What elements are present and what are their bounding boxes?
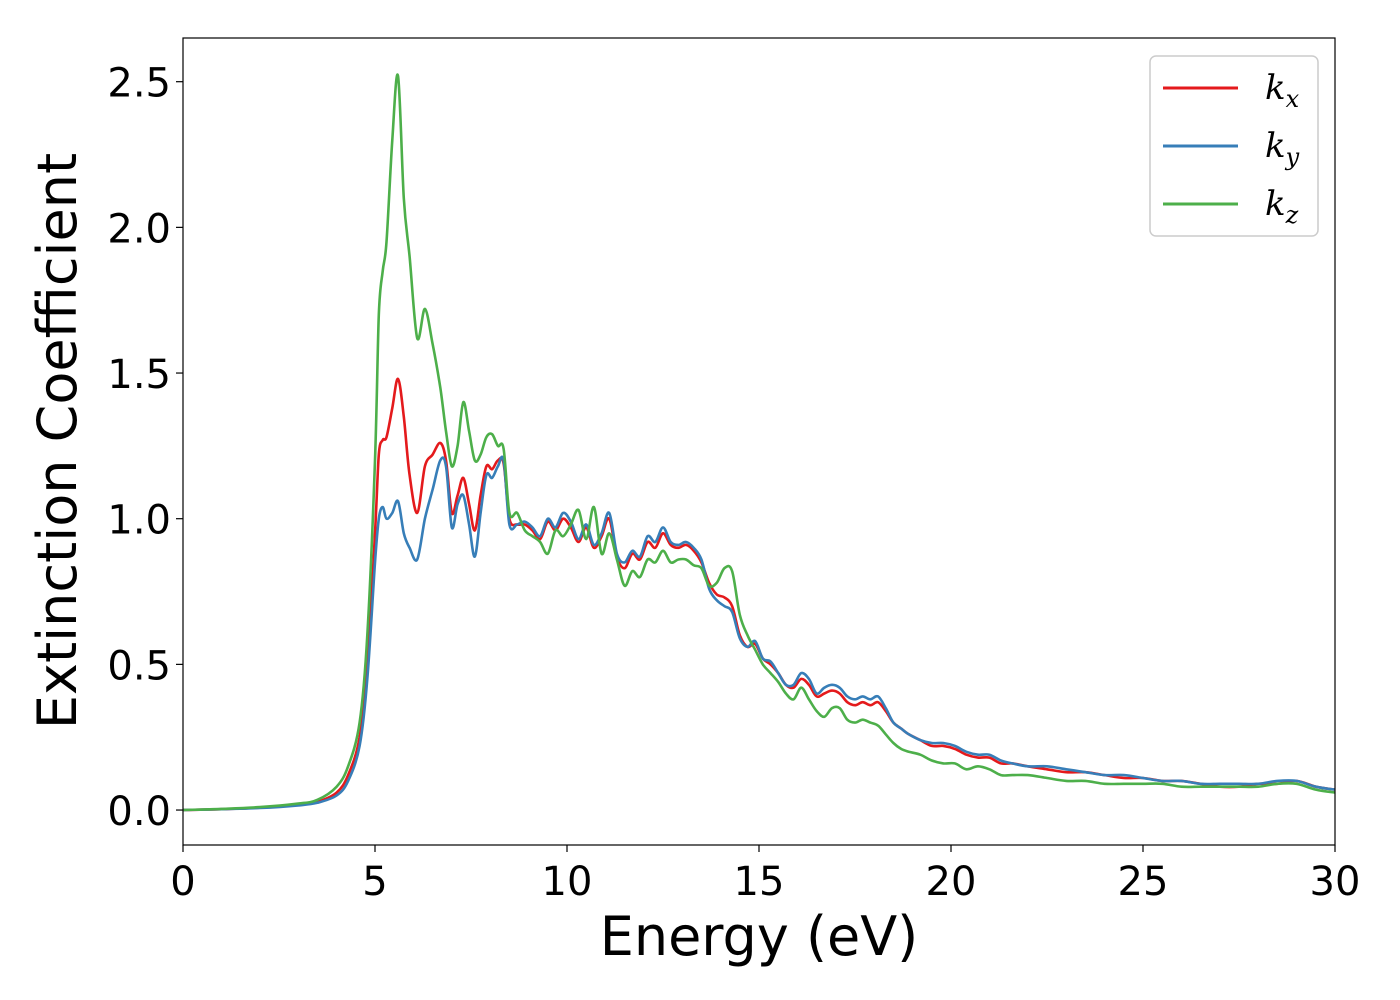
- legend-label-main: k: [1265, 68, 1286, 108]
- legend-label-k-y: ky: [1265, 126, 1300, 171]
- x-tick-label: 25: [1118, 859, 1169, 905]
- legend-label-subscript: y: [1285, 143, 1300, 171]
- y-tick-label: 1.5: [107, 352, 171, 398]
- legend-label-k-x: kx: [1265, 68, 1300, 113]
- x-tick-label: 20: [926, 859, 977, 905]
- series-line-k-x: [182, 377, 1336, 812]
- y-tick-label: 2.5: [107, 61, 171, 107]
- ticks-layer: 0 5 10 15 20 25 30 0.0 0.5 1.0 1.5 2.0 2.5: [107, 61, 1360, 905]
- y-tick-label: 0.0: [107, 789, 171, 835]
- x-tick-label: 30: [1310, 859, 1361, 905]
- x-axis-title: Energy (eV): [600, 905, 919, 968]
- y-tick-label: 1.0: [107, 498, 171, 544]
- series-line-k-z: [182, 73, 1336, 812]
- y-tick-label: 2.0: [107, 206, 171, 252]
- legend-label-main: k: [1265, 126, 1286, 166]
- x-tick-label: 15: [734, 859, 785, 905]
- x-tick-label: 0: [170, 859, 195, 905]
- series-layer: [182, 73, 1336, 812]
- series-line-k-y: [182, 455, 1336, 812]
- legend-label-subscript: x: [1286, 85, 1300, 113]
- legend-label-main: k: [1265, 184, 1286, 224]
- x-tick-label: 10: [542, 859, 593, 905]
- legend-label-k-z: kz: [1265, 184, 1299, 229]
- y-axis-title: Extinction Coefficient: [26, 153, 89, 729]
- legend-label-subscript: z: [1285, 201, 1299, 229]
- x-tick-label: 5: [362, 859, 387, 905]
- y-tick-label: 0.5: [107, 643, 171, 689]
